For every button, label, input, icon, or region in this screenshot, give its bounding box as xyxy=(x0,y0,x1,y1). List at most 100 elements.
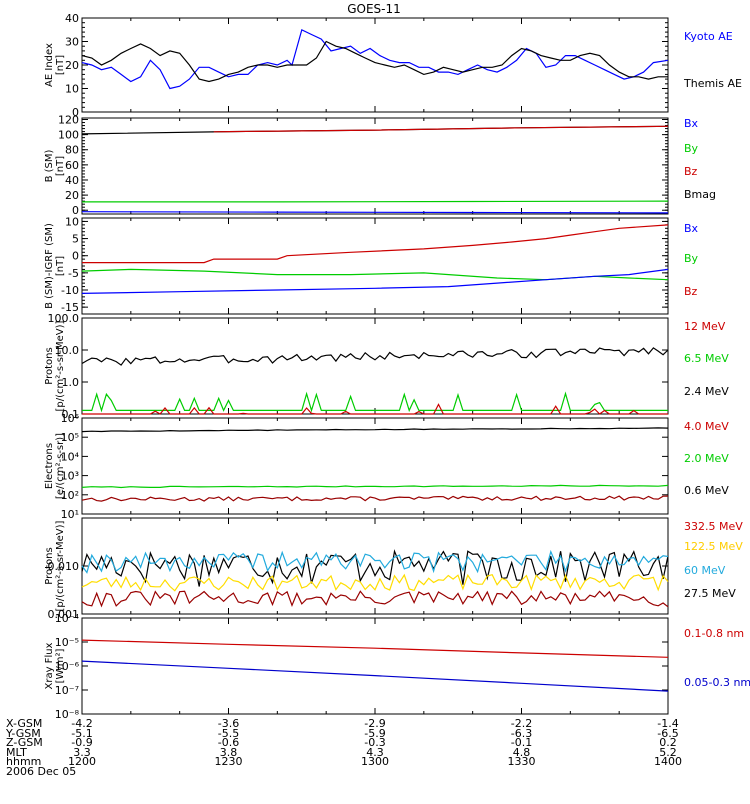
y-tick-label: 60 xyxy=(65,159,79,172)
series-line-332-5-mev xyxy=(81,549,669,587)
panel-group: 0 10 20 30 40 AE Index [nT] Kyoto AE Themis AE 0 2… xyxy=(44,12,750,721)
legend-label: 2.0 MeV xyxy=(684,452,729,465)
series-line-0-6-mev xyxy=(81,427,669,433)
y-tick-label: 10⁻⁴ xyxy=(55,612,80,625)
ephemeris-value: 1230 xyxy=(215,755,243,768)
y-tick-label: 10⁻⁵ xyxy=(55,636,79,649)
legend-label: Bz xyxy=(684,285,698,298)
y-tick-label: 120 xyxy=(58,114,79,127)
legend-label: Bx xyxy=(684,117,699,130)
panel-frame xyxy=(81,217,669,315)
ephemeris-value: 4.8 xyxy=(513,746,531,759)
ephemeris-value: 1400 xyxy=(654,755,682,768)
legend-label: By xyxy=(684,142,699,155)
series-line-bz xyxy=(213,125,669,133)
series-line-bz xyxy=(82,224,669,264)
legend-label: 2.4 MeV xyxy=(684,385,729,398)
series-line-27-5-mev xyxy=(81,590,669,608)
y-tick-label: 10² xyxy=(61,489,79,502)
y-axis-label: Protons xyxy=(44,547,55,584)
ephemeris-value: 0.2 xyxy=(659,736,677,749)
ephemeris-value: -4.2 xyxy=(71,717,92,730)
y-axis-label: [p/(cm²-s-sr-MeV)] xyxy=(55,320,66,411)
ephemeris-row-label: Y-GSM xyxy=(5,727,41,740)
legend-label: 332.5 MeV xyxy=(684,520,743,533)
ephemeris-value: -5.9 xyxy=(364,727,385,740)
legend-label: Bmag xyxy=(684,188,716,201)
legend-label: Kyoto AE xyxy=(684,30,733,43)
legend-label: Bz xyxy=(684,165,698,178)
panel-xray: 10⁻⁸ 10⁻⁷ 10⁻⁶ 10⁻⁵ 10⁻⁴ Xray Flux [W/m²] 0.1-0… xyxy=(44,612,750,721)
series-line-bx xyxy=(81,211,669,214)
ephemeris-value: -5.1 xyxy=(71,727,92,740)
chart-title: GOES-11 xyxy=(347,2,401,16)
legend-label: 27.5 MeV xyxy=(684,587,736,600)
y-axis-label: Electrons xyxy=(44,443,55,489)
y-tick-label: 40 xyxy=(65,174,79,187)
y-tick-label: 10⁻⁸ xyxy=(55,708,80,721)
series-line-by xyxy=(82,200,669,203)
legend-label: 6.5 MeV xyxy=(684,352,729,365)
y-tick-label: -5 xyxy=(68,267,79,280)
y-tick-label: 10⁴ xyxy=(61,450,80,463)
y-tick-label: 0.001 xyxy=(48,608,80,621)
y-axis-label: [nT] xyxy=(55,156,66,176)
y-tick-label: 0 xyxy=(72,250,79,263)
y-axis-label: B (SM)-IGRF (SM) xyxy=(44,223,55,309)
series-line-4-0-mev xyxy=(81,495,669,502)
ephemeris-value: -6.3 xyxy=(511,727,532,740)
y-tick-label: 40 xyxy=(65,12,79,25)
y-tick-label: 0.1 xyxy=(62,408,80,421)
ephemeris-value: -6.5 xyxy=(657,727,678,740)
ephemeris-value: -0.9 xyxy=(71,736,92,749)
ephemeris-row-label: MLT xyxy=(6,746,27,759)
series-line-60-mev xyxy=(81,549,669,574)
panel-ae: 0 10 20 30 40 AE Index [nT] Kyoto AE Themis AE xyxy=(44,12,742,119)
legend-label: 0.05-0.3 nm xyxy=(684,676,750,689)
ephemeris-value: 3.8 xyxy=(220,746,238,759)
ephemeris-value: -0.1 xyxy=(511,736,532,749)
ephemeris-value: 5.2 xyxy=(659,746,677,759)
y-axis-label: [nT] xyxy=(55,256,66,276)
ephemeris-value: -0.6 xyxy=(218,736,239,749)
ephemeris-row-label: Z-GSM xyxy=(6,736,43,749)
ephemeris-value: 4.3 xyxy=(366,746,384,759)
y-axis-label: AE Index xyxy=(44,43,55,87)
panel-frame xyxy=(81,17,669,113)
y-tick-label: 10 xyxy=(65,83,79,96)
y-axis-label: B (SM) xyxy=(44,149,55,182)
y-tick-label: -10 xyxy=(61,284,79,297)
panel-frame xyxy=(81,317,669,415)
legend-label: 0.6 MeV xyxy=(684,484,729,497)
panel-bfield: 0 20 40 60 80 100 120 B (SM) [nT] Bx By Bz Bmag xyxy=(44,114,716,218)
ephemeris-value: -1.4 xyxy=(657,717,678,730)
series-line-bx xyxy=(81,268,669,294)
series-line-12-mev xyxy=(82,403,668,415)
y-tick-label: 20 xyxy=(65,189,79,202)
y-tick-label: 5 xyxy=(72,233,79,246)
y-axis-label: [p/(cm²-s-sr-MeV)] xyxy=(55,520,66,611)
legend-label: By xyxy=(684,252,699,265)
ephemeris-value: 1330 xyxy=(508,755,536,768)
ephemeris-row-label: hhmm xyxy=(6,755,41,768)
legend-label: Themis AE xyxy=(683,77,742,90)
y-tick-label: -15 xyxy=(61,301,79,314)
legend-label: 0.1-0.8 nm xyxy=(684,627,744,640)
y-tick-label: 1.0 xyxy=(62,376,80,389)
legend-label: Bx xyxy=(684,222,699,235)
ephemeris-value: 1200 xyxy=(68,755,96,768)
y-tick-label: 30 xyxy=(65,36,79,49)
y-tick-label: 10 xyxy=(65,215,79,228)
series-line-by xyxy=(81,268,669,281)
y-axis-label: [W/m²] xyxy=(55,648,66,683)
series-line-2-4-mev xyxy=(81,347,669,366)
series-line-0-1-0-8-nm xyxy=(81,639,669,658)
y-tick-label: 10⁻⁷ xyxy=(55,684,79,697)
y-tick-label: 0 xyxy=(72,106,79,119)
y-axis-label: Protons xyxy=(44,347,55,384)
ephemeris-value: -0.3 xyxy=(364,736,385,749)
ephemeris-value: 3.3 xyxy=(73,746,91,759)
